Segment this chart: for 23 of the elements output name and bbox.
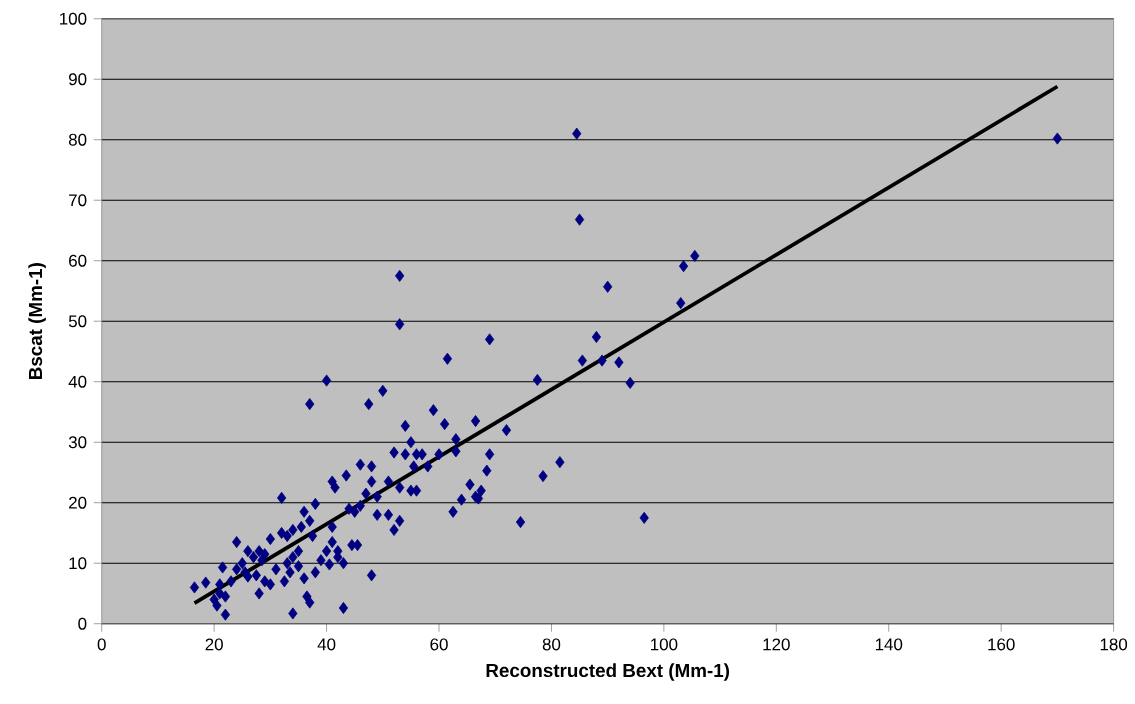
x-tick-label: 80 — [542, 638, 561, 651]
x-axis-title: Reconstructed Bext (Mm-1) — [486, 663, 730, 681]
x-tick-label: 120 — [763, 638, 790, 651]
y-tick-label: 20 — [69, 496, 87, 509]
y-tick-label: 30 — [68, 436, 87, 449]
x-tick-label: 20 — [205, 638, 223, 651]
y-tick-label: 80 — [68, 133, 87, 146]
x-tick-label: 40 — [317, 638, 336, 651]
y-tick-label: 10 — [69, 557, 87, 570]
y-tick-label: 90 — [69, 73, 87, 86]
y-tick-label: 60 — [69, 254, 87, 267]
x-tick-label: 0 — [97, 638, 106, 651]
y-tick-label: 0 — [78, 617, 87, 630]
x-tick-label: 160 — [988, 638, 1015, 651]
y-tick-label: 40 — [68, 375, 87, 388]
y-tick-label: 100 — [60, 12, 87, 25]
x-tick-label: 60 — [430, 638, 448, 651]
x-tick-label: 100 — [651, 638, 678, 651]
y-tick-label: 50 — [68, 315, 87, 328]
x-tick-label: 180 — [1100, 638, 1128, 651]
y-axis-title: Bscat (Mm-1) — [28, 263, 46, 380]
y-tick-label: 70 — [69, 194, 87, 207]
x-tick-label: 140 — [875, 638, 903, 651]
